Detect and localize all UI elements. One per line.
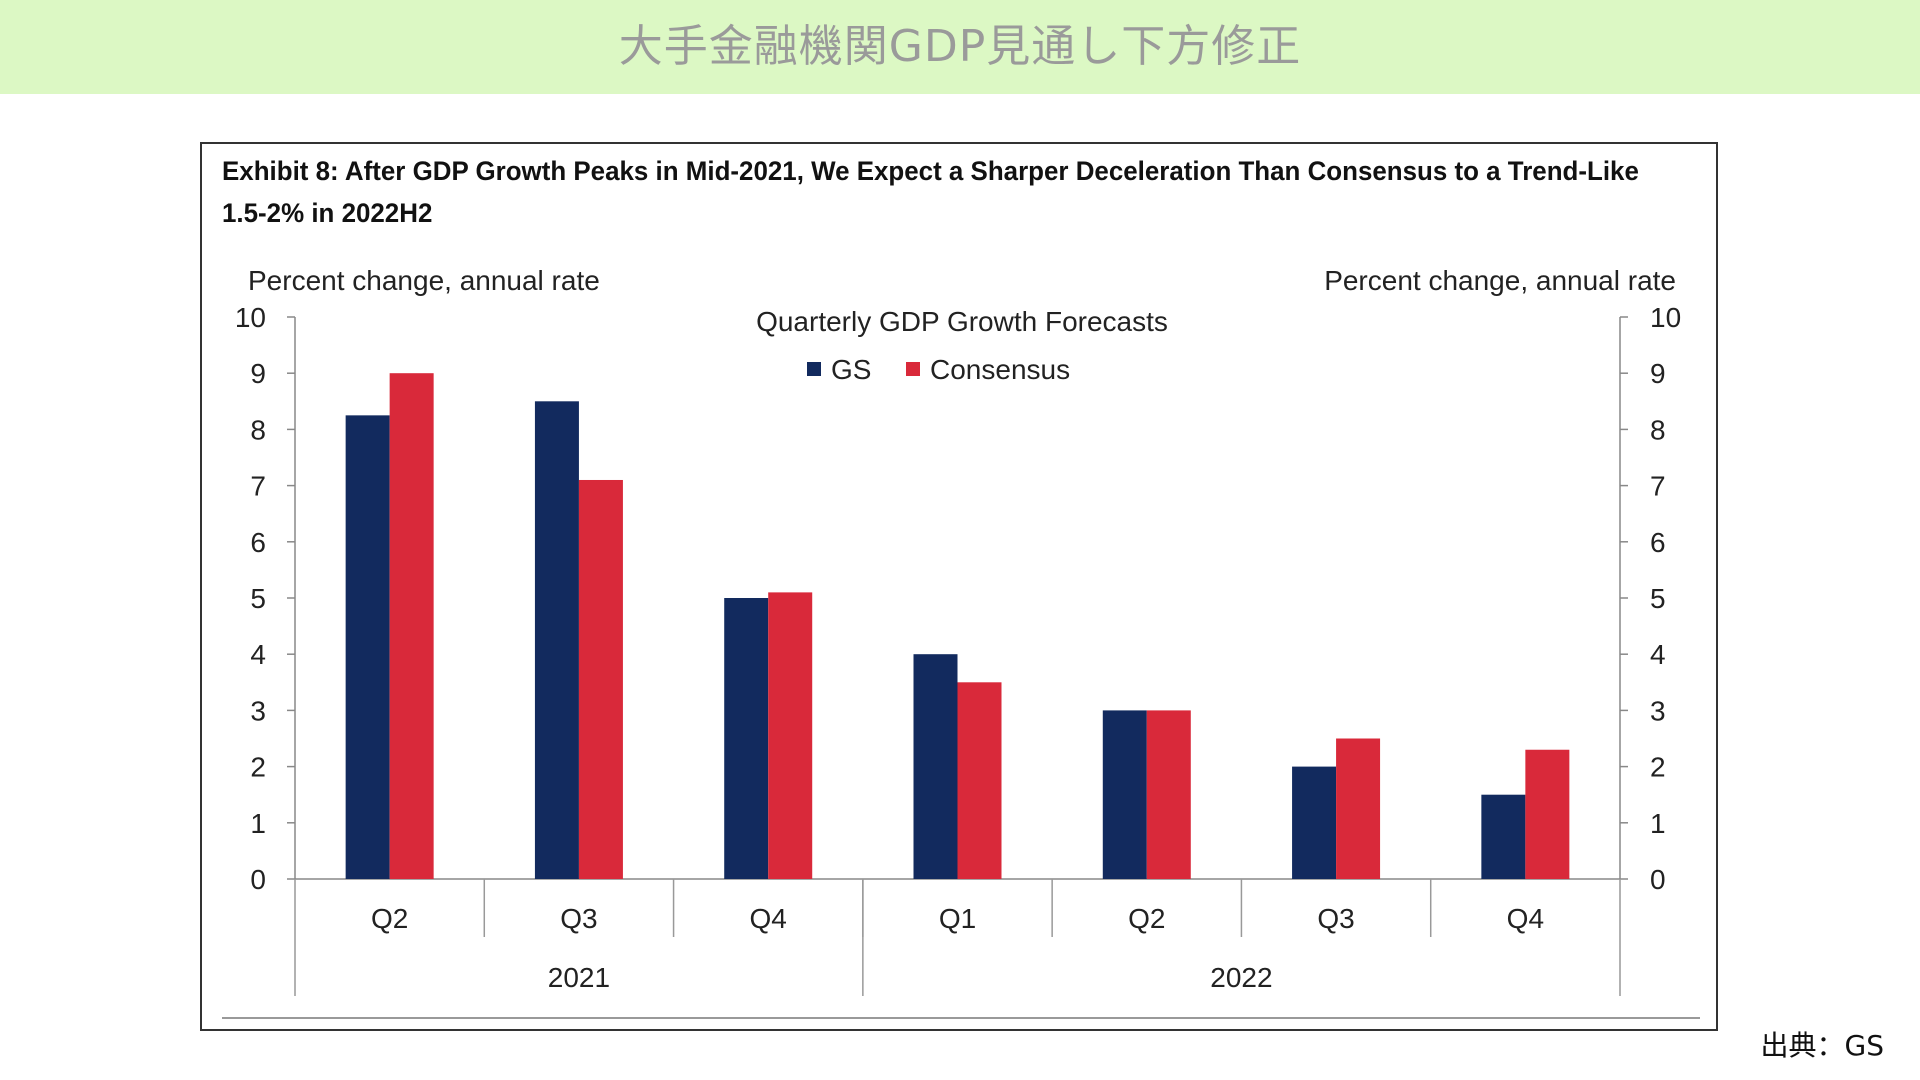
right-tick-label: 1 <box>1650 808 1666 839</box>
left-tick-label: 2 <box>250 752 266 783</box>
bar-consensus-2 <box>578 479 623 879</box>
x-tick-label: Q1 <box>939 903 976 934</box>
right-axis-label: Percent change, annual rate <box>1324 265 1676 296</box>
exhibit-title: Exhibit 8: After GDP Growth Peaks in Mid… <box>222 156 1639 228</box>
bar-gs-3 <box>724 598 769 879</box>
right-tick-label: 2 <box>1650 752 1666 783</box>
bar-consensus-5 <box>1146 710 1191 879</box>
left-tick-label: 0 <box>250 864 266 895</box>
right-tick-label: 3 <box>1650 695 1666 726</box>
right-tick-label: 6 <box>1650 527 1666 558</box>
bar-consensus-4 <box>957 682 1002 879</box>
bar-consensus-3 <box>768 592 813 879</box>
x-tick-label: Q4 <box>1507 903 1544 934</box>
bar-gs-4 <box>913 654 958 879</box>
x-tick-label: Q3 <box>560 903 597 934</box>
right-tick-label: 9 <box>1650 358 1666 389</box>
source-note: 出典：GS <box>1760 1029 1884 1062</box>
page-title: 大手金融機関GDP見通し下方修正 <box>618 21 1302 72</box>
right-tick-label: 4 <box>1650 639 1666 670</box>
x-tick-label: Q3 <box>1317 903 1354 934</box>
right-tick-label: 10 <box>1650 302 1681 333</box>
title-banner: 大手金融機関GDP見通し下方修正 <box>0 0 1920 94</box>
legend-label-consensus: Consensus <box>930 354 1070 385</box>
year-label-2021: 2021 <box>548 962 610 993</box>
legend-swatch-gs <box>807 362 821 376</box>
left-tick-label: 8 <box>250 414 266 445</box>
bar-consensus-1 <box>389 373 434 879</box>
x-tick-label: Q2 <box>371 903 408 934</box>
bar-consensus-7 <box>1525 749 1570 879</box>
right-tick-label: 8 <box>1650 414 1666 445</box>
year-label-2022: 2022 <box>1210 962 1272 993</box>
bar-gs-7 <box>1481 794 1526 879</box>
right-tick-label: 7 <box>1650 471 1666 502</box>
x-tick-label: Q4 <box>750 903 787 934</box>
bar-gs-6 <box>1292 766 1337 879</box>
bar-gs-1 <box>345 415 390 879</box>
left-tick-label: 7 <box>250 471 266 502</box>
left-tick-label: 6 <box>250 527 266 558</box>
bar-gs-2 <box>534 401 579 879</box>
left-tick-label: 10 <box>235 302 266 333</box>
left-axis-label: Percent change, annual rate <box>248 265 600 296</box>
right-tick-label: 0 <box>1650 864 1666 895</box>
left-tick-label: 5 <box>250 583 266 614</box>
legend-label-gs: GS <box>831 354 871 385</box>
bar-gs-5 <box>1102 710 1147 879</box>
left-tick-label: 9 <box>250 358 266 389</box>
exhibit-panel: Exhibit 8: After GDP Growth Peaks in Mid… <box>200 142 1718 1031</box>
legend-swatch-consensus <box>906 362 920 376</box>
left-tick-label: 1 <box>250 808 266 839</box>
bar-consensus-6 <box>1336 738 1381 879</box>
left-tick-label: 4 <box>250 639 266 670</box>
left-tick-label: 3 <box>250 695 266 726</box>
right-tick-label: 5 <box>1650 583 1666 614</box>
x-tick-label: Q2 <box>1128 903 1165 934</box>
chart-title: Quarterly GDP Growth Forecasts <box>756 306 1168 337</box>
